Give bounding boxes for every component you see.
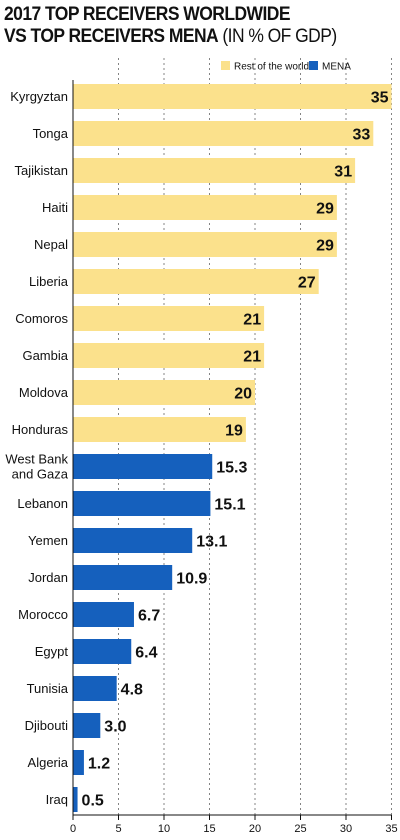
x-axis: 0 5 10 15 20 25 30 35: [70, 80, 398, 835]
bar: [73, 787, 78, 812]
category-label: Comoros: [15, 311, 68, 326]
value-label: 31: [334, 164, 352, 181]
category-label: Moldova: [19, 385, 69, 400]
category-label: Egypt: [35, 644, 69, 659]
x-tick-label: 0: [70, 823, 76, 835]
value-label: 20: [234, 386, 252, 403]
x-tick-label: 30: [340, 823, 352, 835]
chart-title: 2017 TOP RECEIVERS WORLDWIDE VS TOP RECE…: [4, 4, 365, 48]
legend-label: Rest of the world: [234, 62, 309, 73]
category-label: Honduras: [12, 422, 69, 437]
bar: [73, 195, 337, 220]
x-tick-label: 20: [249, 823, 261, 835]
title-line-1: 2017 TOP RECEIVERS WORLDWIDE: [4, 4, 291, 25]
bar: [73, 639, 132, 664]
bars: [73, 84, 392, 812]
x-tick-label: 5: [115, 823, 121, 835]
legend-swatch: [309, 61, 318, 70]
category-label: Jordan: [28, 570, 68, 585]
category-label: Tunisia: [27, 681, 69, 696]
value-label: 33: [353, 127, 371, 144]
value-label: 15.1: [214, 497, 245, 514]
bar: [73, 676, 117, 701]
category-label: Haiti: [42, 200, 68, 215]
value-label: 27: [298, 275, 316, 292]
bar: [73, 454, 213, 479]
bar: [73, 121, 374, 146]
category-label: Djibouti: [25, 718, 68, 733]
value-label: 29: [316, 201, 334, 218]
value-label: 19: [225, 423, 243, 440]
bar: [73, 84, 392, 109]
value-label: 35: [371, 90, 389, 107]
legend: Rest of the world MENA: [221, 61, 351, 73]
value-label: 21: [243, 349, 261, 366]
bar: [73, 306, 265, 331]
value-label: 29: [316, 238, 334, 255]
bar: [73, 343, 265, 368]
category-label: Tonga: [33, 126, 69, 141]
bar: [73, 417, 246, 442]
category-label: West Bank and Gaza: [5, 452, 68, 482]
value-labels: 35 33 31 29 29 27 21 21 20 19 15.3 15.1 13.1 10.9 6.7 6…: [82, 90, 389, 810]
value-label: 0.5: [82, 793, 104, 810]
title-line-2-light: (IN % OF GDP): [218, 26, 337, 47]
category-label: Tajikistan: [15, 163, 68, 178]
category-label: Algeria: [28, 755, 69, 770]
value-label: 15.3: [216, 460, 247, 477]
category-label: Gambia: [22, 348, 68, 363]
value-label: 6.4: [135, 645, 157, 662]
legend-swatch: [221, 61, 230, 70]
bar: [73, 269, 319, 294]
bar: [73, 602, 134, 627]
bar: [73, 713, 101, 738]
category-label: Morocco: [18, 607, 68, 622]
value-label: 4.8: [121, 682, 143, 699]
x-tick-label: 15: [203, 823, 215, 835]
value-label: 3.0: [104, 719, 126, 736]
x-tick-label: 25: [294, 823, 306, 835]
bar: [73, 158, 356, 183]
title-line-2-bold: VS TOP RECEIVERS MENA: [4, 26, 219, 47]
value-label: 1.2: [88, 756, 110, 773]
category-label: Iraq: [46, 792, 68, 807]
bar: [73, 232, 337, 257]
category-label: Liberia: [29, 274, 69, 289]
bar: [73, 528, 193, 553]
legend-label: MENA: [322, 62, 351, 73]
category-label: Nepal: [34, 237, 68, 252]
value-label: 21: [243, 312, 261, 329]
value-label: 13.1: [196, 534, 227, 551]
bar: [73, 750, 84, 775]
bar: [73, 565, 173, 590]
value-label: 10.9: [176, 571, 207, 588]
grid-lines: [118, 58, 392, 815]
x-tick-label: 35: [385, 823, 397, 835]
value-label: 6.7: [138, 608, 160, 625]
category-label: Lebanon: [17, 496, 68, 511]
bar: [73, 491, 211, 516]
bar: [73, 380, 255, 405]
category-label: Yemen: [28, 533, 68, 548]
category-labels: Kyrgyztan Tonga Tajikistan Haiti Nepal Liberi…: [5, 89, 68, 807]
x-tick-label: 10: [158, 823, 170, 835]
category-label: Kyrgyztan: [10, 89, 68, 104]
